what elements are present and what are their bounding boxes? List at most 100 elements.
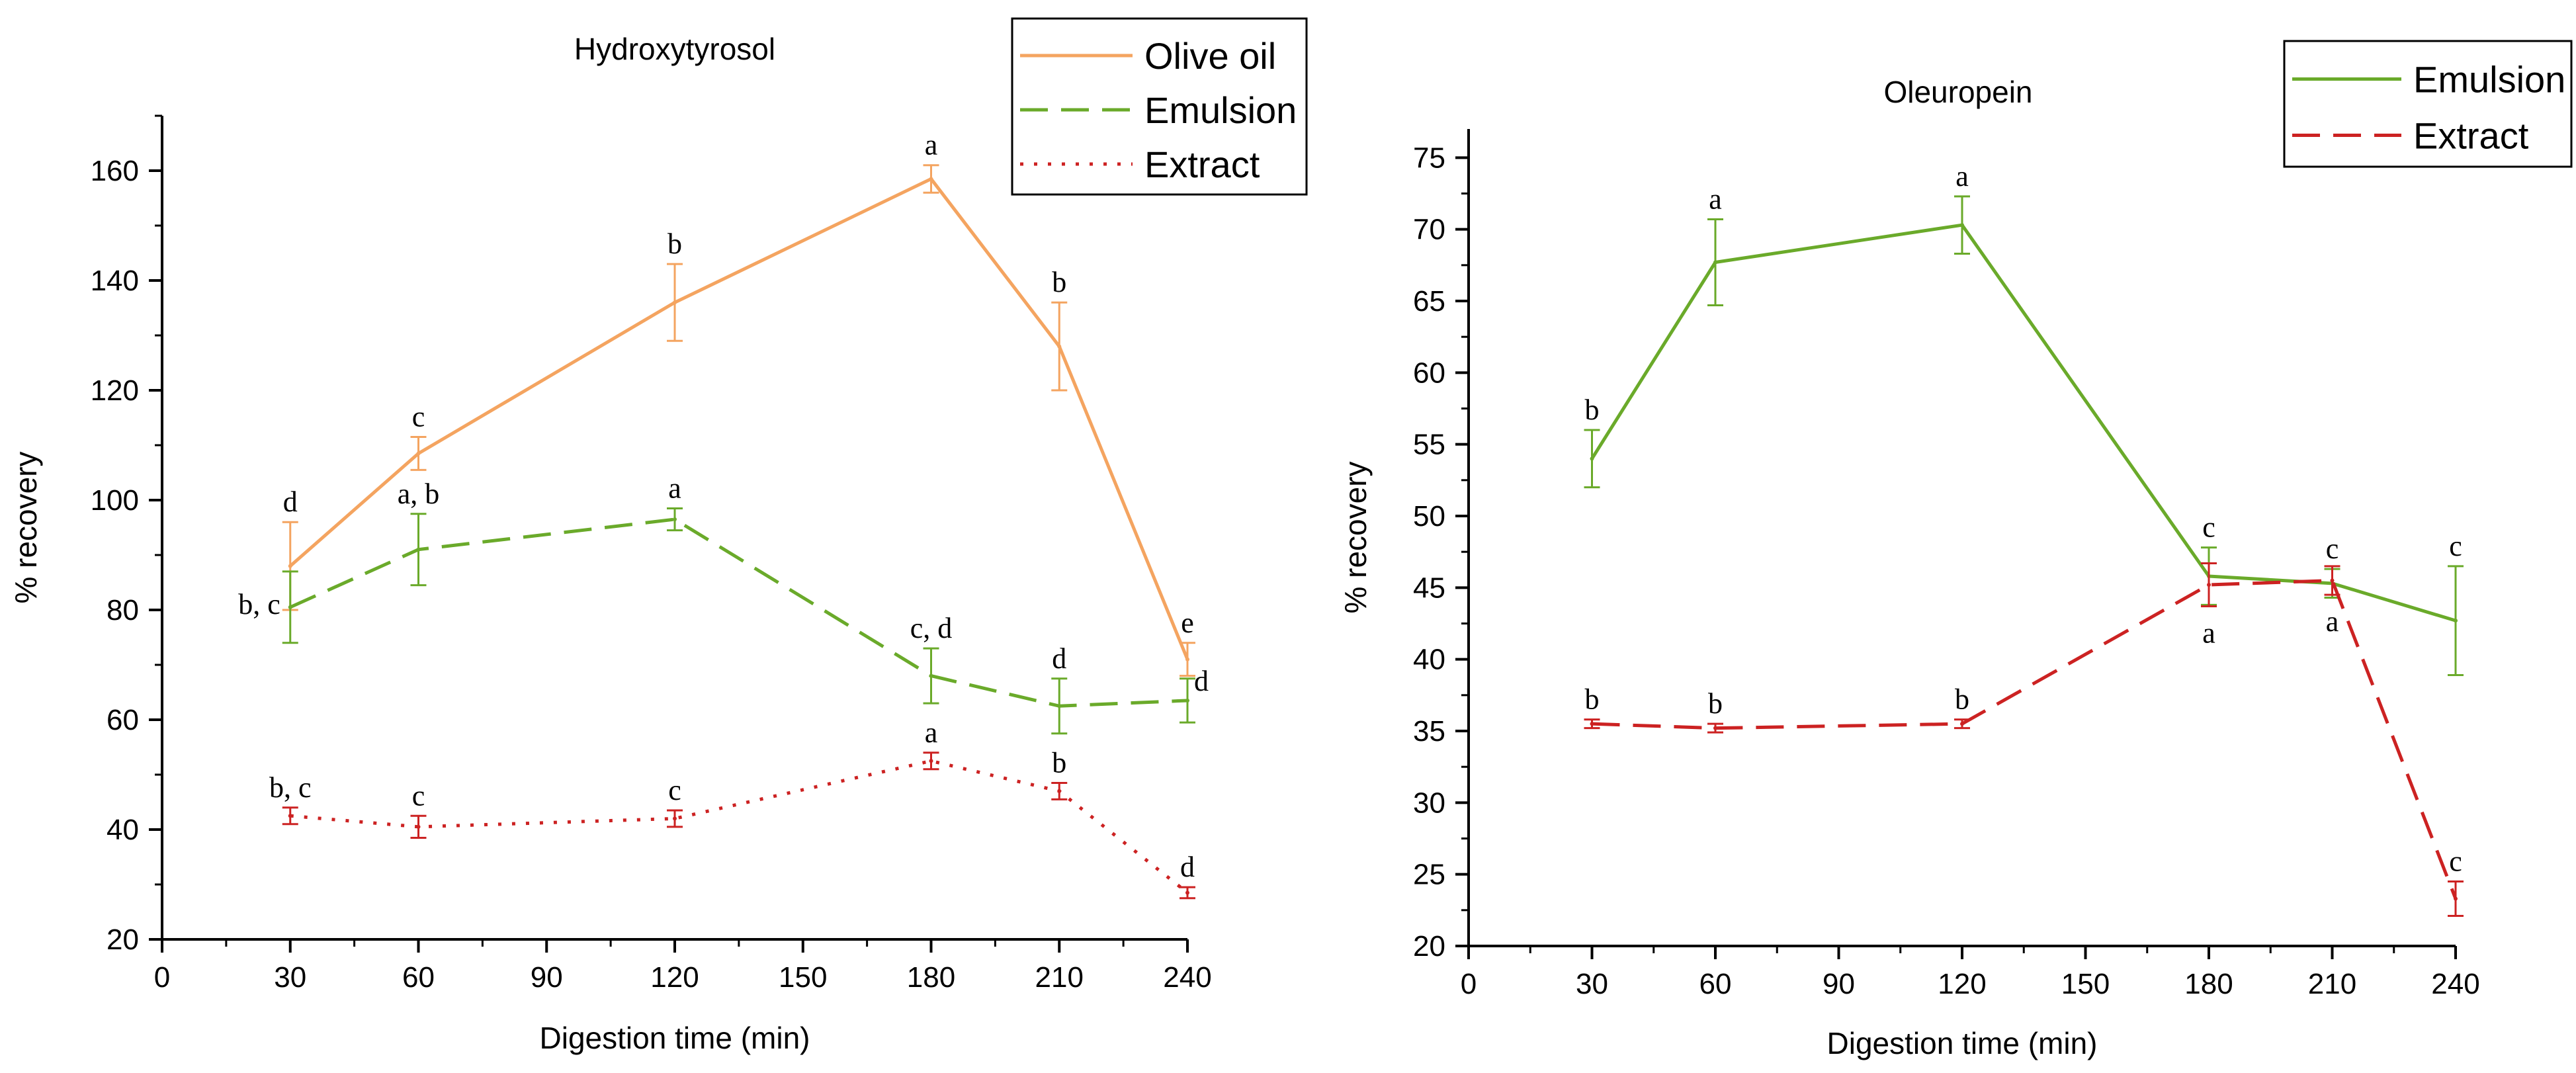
y-tick-label: 20 — [107, 923, 139, 956]
significance-letter: b — [1585, 394, 1600, 426]
significance-letter: a — [2202, 617, 2215, 650]
series-line-extract — [1592, 579, 2458, 900]
x-tick-label: 60 — [402, 961, 435, 994]
y-tick-label: 55 — [1413, 429, 1445, 461]
legend: Emulsion Extract — [2283, 40, 2573, 168]
y-tick-label: 60 — [107, 704, 139, 736]
x-axis-title: Digestion time (min) — [1827, 1026, 2098, 1060]
y-tick-label: 100 — [91, 484, 139, 517]
x-tick-label: 210 — [2308, 968, 2356, 1000]
y-tick-label: 65 — [1413, 285, 1445, 318]
data-point — [1057, 344, 1062, 349]
significance-letter: a — [2326, 605, 2339, 638]
data-point — [1185, 890, 1189, 895]
x-tick-label: 210 — [1035, 961, 1084, 994]
significance-letter: d — [1052, 642, 1066, 675]
significance-letter: c — [412, 401, 425, 433]
series-extract — [1584, 562, 2464, 917]
data-point — [929, 177, 933, 181]
significance-letter: a — [668, 472, 681, 504]
data-point — [416, 824, 421, 829]
significance-letter: c — [2326, 533, 2339, 565]
significance-letter: a — [925, 716, 938, 749]
data-point — [1713, 260, 1717, 265]
data-point — [2330, 578, 2335, 583]
y-tick-label: 140 — [91, 265, 139, 297]
significance-letter: b — [1052, 266, 1066, 298]
x-axis-title: Digestion time (min) — [540, 1021, 810, 1055]
y-tick-label: 45 — [1413, 572, 1445, 604]
series-emulsion — [282, 507, 1195, 735]
y-tick-label: 20 — [1413, 930, 1445, 963]
data-point — [673, 517, 677, 522]
significance-letter: b — [1708, 687, 1723, 720]
x-tick-label: 90 — [1823, 968, 1855, 1000]
data-point — [288, 814, 292, 818]
data-point — [929, 759, 933, 763]
data-point — [1713, 726, 1717, 730]
significance-letter: c — [2449, 845, 2462, 878]
y-tick-label: 160 — [91, 155, 139, 187]
y-tick-label: 80 — [107, 594, 139, 626]
x-tick-label: 0 — [1461, 968, 1477, 1000]
data-point — [416, 451, 421, 456]
data-point — [1185, 698, 1189, 703]
data-point — [673, 300, 677, 305]
y-tick-label: 60 — [1413, 357, 1445, 389]
significance-letter: c, d — [910, 612, 953, 644]
y-axis-title: % recovery — [9, 451, 43, 603]
significance-letter: c — [2202, 511, 2215, 544]
data-point — [1590, 456, 1594, 461]
y-tick-label: 70 — [1413, 214, 1445, 246]
significance-letter: b — [1585, 683, 1600, 716]
significance-letter: a — [1955, 160, 1969, 193]
x-tick-label: 90 — [531, 961, 563, 994]
x-tick-label: 240 — [2431, 968, 2479, 1000]
significance-letter: e — [1181, 607, 1194, 639]
data-point — [1057, 789, 1062, 793]
significance-letter: b, c — [238, 588, 280, 621]
series-line-olive-oil — [289, 177, 1189, 660]
x-tick-label: 180 — [907, 961, 955, 994]
data-point — [1960, 223, 1964, 228]
significance-letter: d — [1194, 665, 1209, 697]
y-tick-label: 35 — [1413, 715, 1445, 748]
x-tick-label: 0 — [154, 961, 170, 994]
series-line-emulsion — [1590, 223, 2456, 622]
series-line-extract — [290, 759, 1189, 894]
significance-letter: a — [1709, 183, 1722, 216]
significance-letter: d — [1180, 851, 1195, 883]
legend-label-extract: Extract — [2413, 115, 2529, 157]
significance-letter: b — [1955, 683, 1969, 716]
legend-box — [1011, 17, 1308, 196]
significance-letter: a — [925, 129, 938, 161]
legend-label-emulsion: Emulsion — [1144, 89, 1297, 131]
significance-letter: c — [412, 779, 425, 812]
legend: Olive oil Emulsion Extract — [1011, 17, 1308, 196]
series-line-emulsion — [289, 517, 1188, 708]
x-tick-label: 60 — [1699, 968, 1732, 1000]
x-tick-label: 120 — [1938, 968, 1986, 1000]
x-tick-label: 150 — [779, 961, 827, 994]
data-point — [2207, 583, 2211, 587]
y-tick-label: 120 — [91, 374, 139, 407]
data-point — [1590, 722, 1594, 726]
y-tick-label: 40 — [1413, 644, 1445, 676]
significance-letter: b, c — [269, 771, 312, 804]
x-tick-label: 30 — [274, 961, 306, 994]
y-axis-title: % recovery — [1338, 461, 1373, 613]
significance-letter: c — [668, 774, 681, 806]
x-tick-label: 150 — [2061, 968, 2110, 1000]
significance-letter: c — [2449, 530, 2462, 562]
data-point — [1960, 722, 1964, 726]
legend-label-extract: Extract — [1144, 144, 1260, 185]
data-point — [929, 673, 933, 678]
y-tick-label: 40 — [107, 814, 139, 846]
y-tick-label: 75 — [1413, 142, 1445, 174]
y-tick-label: 30 — [1413, 787, 1445, 819]
x-tick-label: 30 — [1576, 968, 1608, 1000]
series-emulsion — [1584, 195, 2464, 676]
hydroxytyrosol-panel: Hydroxytyrosol 0 30 60 90 120 150 180 210 240 20 40… — [9, 17, 1308, 1055]
series-extract — [282, 751, 1195, 900]
